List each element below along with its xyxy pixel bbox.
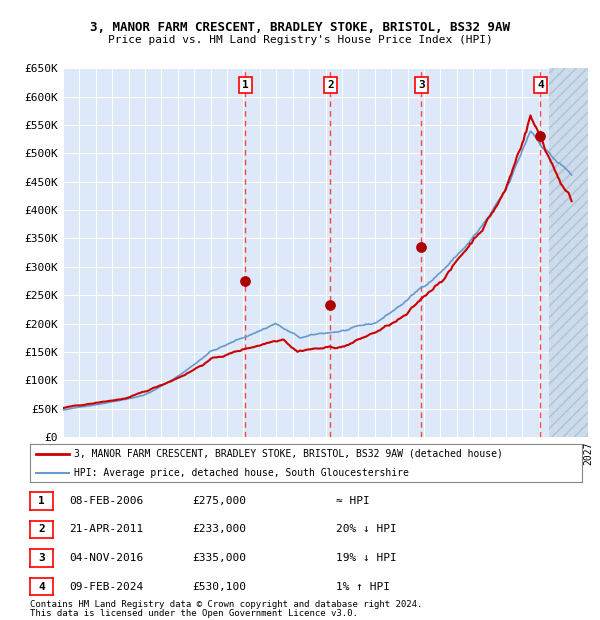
Text: 4: 4 xyxy=(38,582,45,591)
Text: ≈ HPI: ≈ HPI xyxy=(336,496,370,506)
Text: 3: 3 xyxy=(38,553,45,563)
Text: 19% ↓ HPI: 19% ↓ HPI xyxy=(336,553,397,563)
Text: 1: 1 xyxy=(38,496,45,506)
Text: 08-FEB-2006: 08-FEB-2006 xyxy=(69,496,143,506)
Text: £233,000: £233,000 xyxy=(192,525,246,534)
Point xyxy=(536,131,545,141)
Text: 3: 3 xyxy=(418,80,425,90)
Text: 1% ↑ HPI: 1% ↑ HPI xyxy=(336,582,390,591)
Text: Contains HM Land Registry data © Crown copyright and database right 2024.: Contains HM Land Registry data © Crown c… xyxy=(30,600,422,609)
Text: £335,000: £335,000 xyxy=(192,553,246,563)
Text: 3, MANOR FARM CRESCENT, BRADLEY STOKE, BRISTOL, BS32 9AW: 3, MANOR FARM CRESCENT, BRADLEY STOKE, B… xyxy=(90,22,510,34)
Text: £530,100: £530,100 xyxy=(192,582,246,591)
Text: 2: 2 xyxy=(327,80,334,90)
Point xyxy=(326,300,335,310)
Text: Price paid vs. HM Land Registry's House Price Index (HPI): Price paid vs. HM Land Registry's House … xyxy=(107,35,493,45)
Text: HPI: Average price, detached house, South Gloucestershire: HPI: Average price, detached house, Sout… xyxy=(74,467,409,478)
Text: 04-NOV-2016: 04-NOV-2016 xyxy=(69,553,143,563)
Text: 20% ↓ HPI: 20% ↓ HPI xyxy=(336,525,397,534)
Text: 4: 4 xyxy=(537,80,544,90)
Point xyxy=(241,276,250,286)
Text: 1: 1 xyxy=(242,80,248,90)
Text: 3, MANOR FARM CRESCENT, BRADLEY STOKE, BRISTOL, BS32 9AW (detached house): 3, MANOR FARM CRESCENT, BRADLEY STOKE, B… xyxy=(74,448,503,459)
Bar xyxy=(548,68,588,437)
Text: £275,000: £275,000 xyxy=(192,496,246,506)
Text: This data is licensed under the Open Government Licence v3.0.: This data is licensed under the Open Gov… xyxy=(30,608,358,618)
Text: 09-FEB-2024: 09-FEB-2024 xyxy=(69,582,143,591)
Text: 21-APR-2011: 21-APR-2011 xyxy=(69,525,143,534)
Text: 2: 2 xyxy=(38,525,45,534)
Point xyxy=(416,242,426,252)
